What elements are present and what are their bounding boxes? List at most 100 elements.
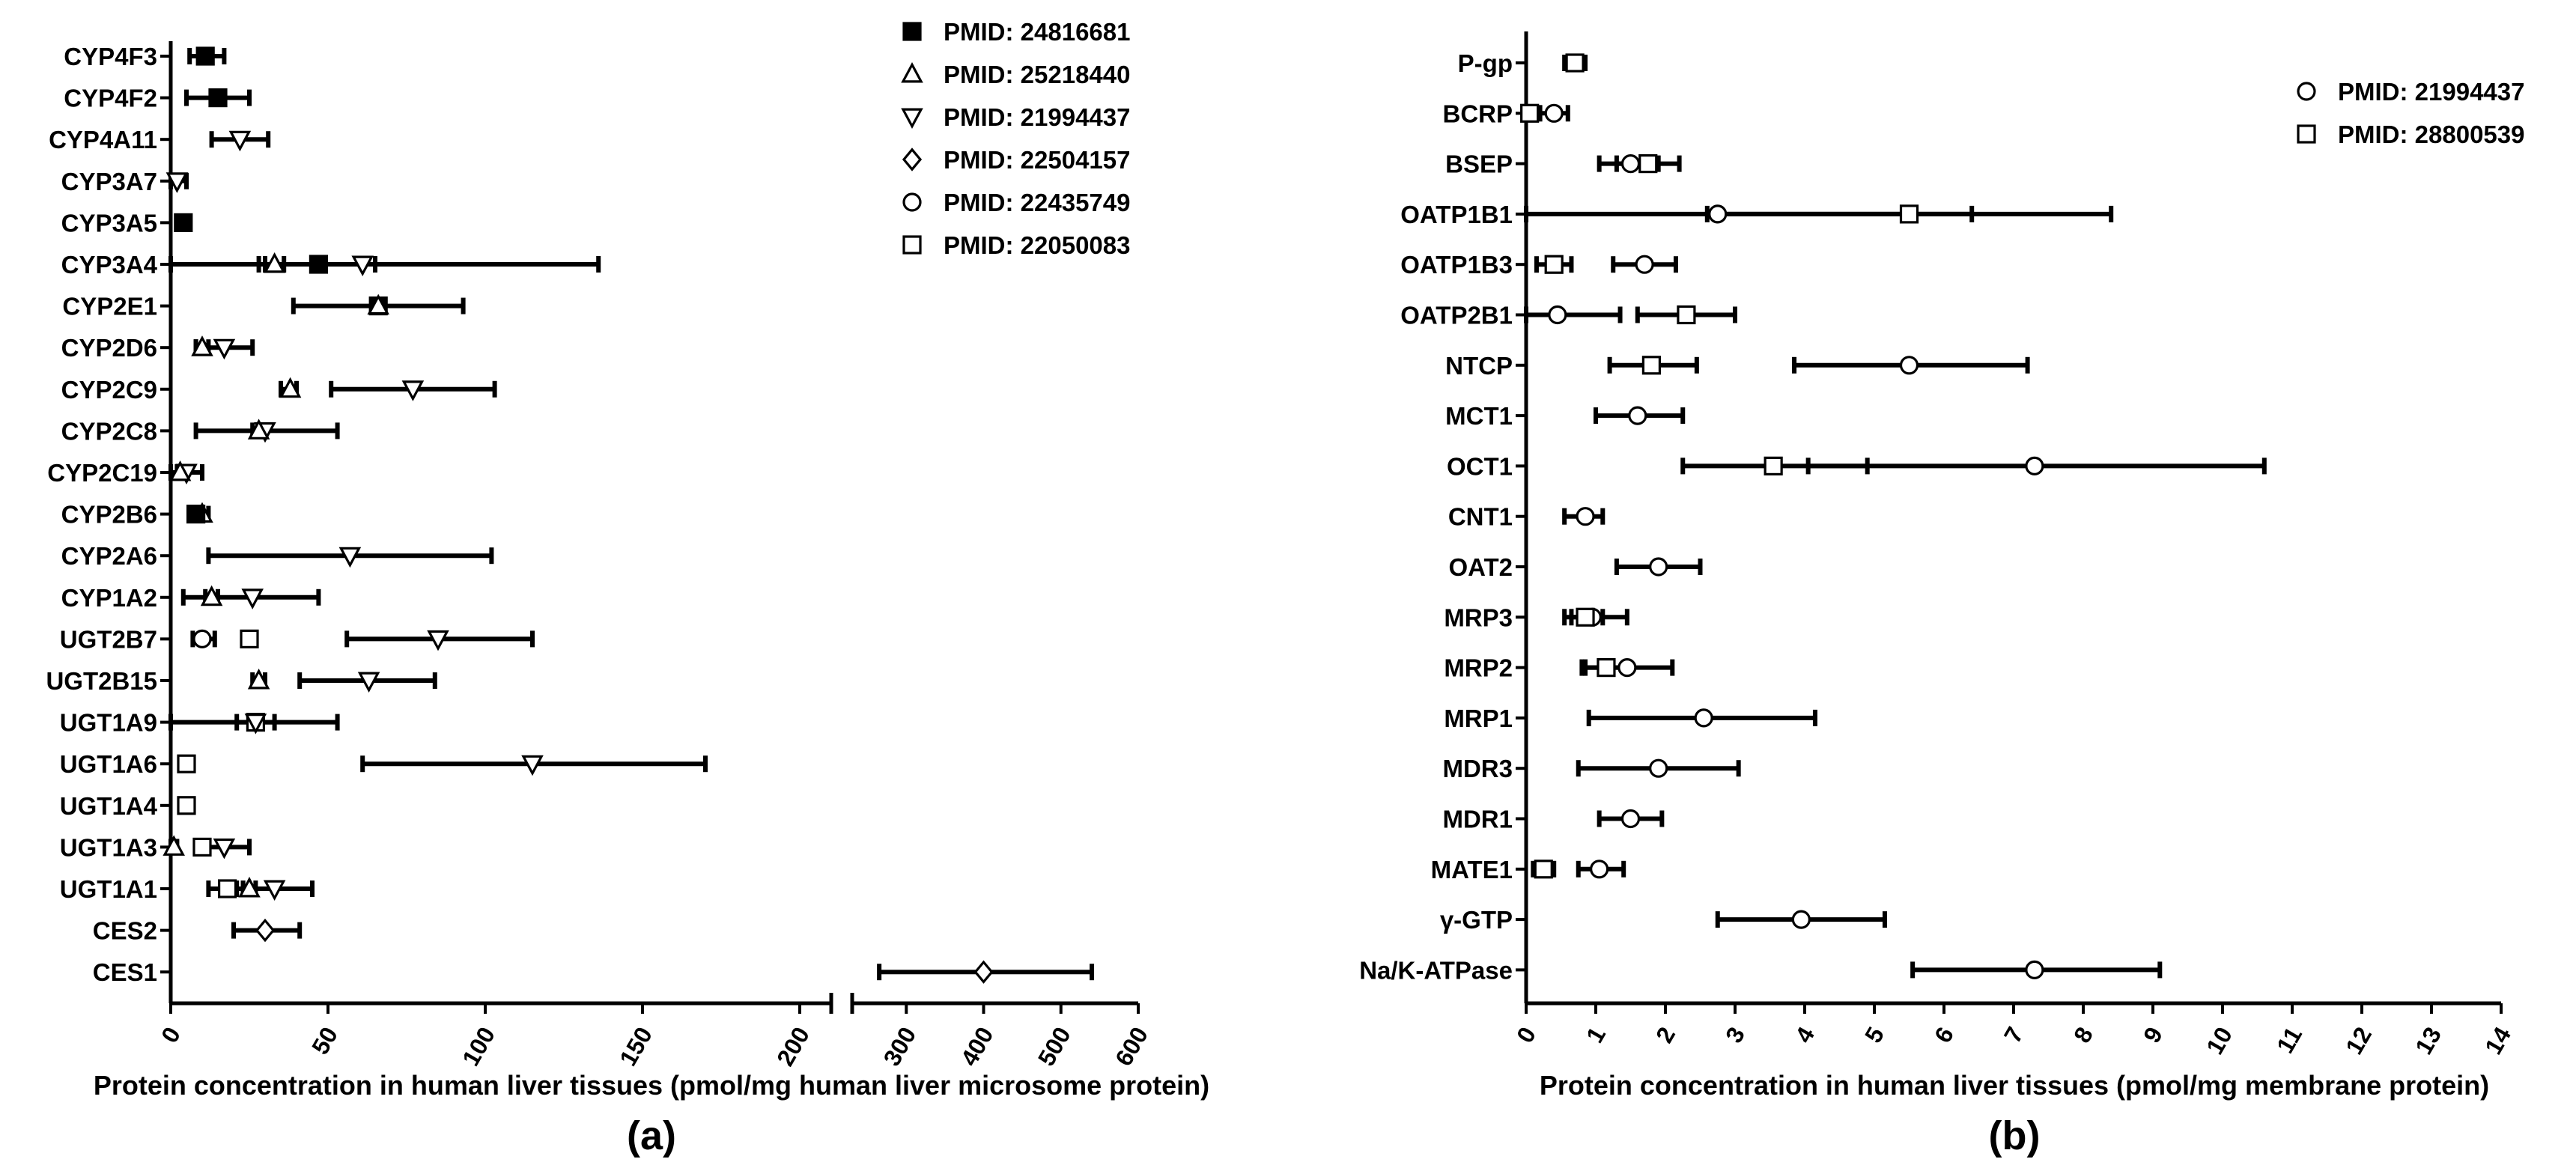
legend-label-s28800539: PMID: 28800539	[2338, 121, 2524, 148]
x-tick-label-150: 150	[614, 1023, 657, 1071]
data-point-ugt1a4-s22050083	[177, 796, 196, 815]
x-tick-label-9: 9	[2138, 1023, 2168, 1047]
category-label-oatp1b1: OATP1B1	[1400, 201, 1513, 228]
data-point-cyp3a4-s24816681	[309, 255, 328, 274]
category-label-cyp2c9: CYP2C9	[61, 376, 157, 404]
x-tick-label-11: 11	[2271, 1023, 2307, 1058]
data-point-cyp2d6-s21994437	[213, 338, 236, 360]
x-tick-label-1: 1	[1581, 1023, 1611, 1047]
data-point-ugt1a3-s22050083	[192, 837, 212, 857]
data-point-ugt2b7-s22050083	[240, 629, 259, 649]
panel-a-label: (a)	[627, 1113, 676, 1158]
data-point-bsep-s28800539	[1638, 154, 1658, 174]
data-point-mate1-s21994437	[1590, 860, 1609, 879]
data-point-cyp2c8-s25218440	[247, 419, 270, 439]
data-point-bsep-s21994437	[1620, 154, 1641, 174]
data-point-cyp3a5-s24816681	[174, 213, 193, 232]
category-label-cyp1a2: CYP1A2	[61, 584, 157, 612]
data-point-oatp1b1-s21994437	[1708, 204, 1728, 224]
data-point-cyp1a2-s25218440	[200, 585, 223, 606]
error-bar-oatp2b1-s21994437	[1524, 306, 1623, 323]
category-label-ugt2b7: UGT2B7	[60, 625, 157, 653]
x-tick-label-12: 12	[2340, 1023, 2377, 1059]
legend-marker-s21994437	[2297, 82, 2316, 101]
x-tick-label-7: 7	[1999, 1023, 2029, 1047]
data-point-ugt1a9-s21994437	[244, 714, 267, 734]
data-point-cyp2c9-s25218440	[279, 377, 302, 398]
category-label-cyp2c8: CYP2C8	[61, 417, 157, 445]
legend-label-s24816681: PMID: 24816681	[944, 18, 1130, 46]
category-label-mate1: MATE1	[1431, 856, 1513, 883]
legend-label-s22050083: PMID: 22050083	[944, 231, 1130, 259]
category-label-na-k-atpase: Na/K-ATPase	[1359, 956, 1513, 984]
data-point-cyp3a4-s25218440	[263, 252, 286, 273]
x-tick-label-300: 300	[878, 1023, 921, 1071]
x-tick-label-500: 500	[1033, 1023, 1076, 1071]
x-tick-label-4: 4	[1790, 1022, 1820, 1047]
data-point-bcrp-s21994437	[1544, 103, 1564, 123]
x-tick-label-400: 400	[956, 1023, 999, 1071]
category-label-ntcp: NTCP	[1445, 352, 1513, 380]
category-label-mrp1: MRP1	[1444, 705, 1513, 732]
category-label-cyp2c19: CYP2C19	[47, 459, 157, 487]
category-label-bsep: BSEP	[1445, 150, 1513, 178]
x-tick-label-10: 10	[2201, 1023, 2238, 1059]
data-point-cyp4a11-s21994437	[228, 130, 252, 152]
data-point-ugt1a1-s22050083	[218, 879, 237, 898]
data-point-mdr1-s21994437	[1620, 809, 1641, 829]
data-point-oct1-s21994437	[2025, 456, 2044, 476]
data-point-cyp4f2-s24816681	[208, 88, 228, 108]
data-point-mrp2-s28800539	[1597, 657, 1616, 678]
data-point-ugt1a1-s25218440	[238, 876, 261, 898]
data-point-cnt1-s21994437	[1576, 507, 1595, 526]
category-label-mct1: MCT1	[1445, 402, 1513, 430]
data-point-oatp2b1-s21994437	[1548, 305, 1567, 325]
category-label-cyp2e1: CYP2E1	[62, 293, 157, 320]
legend-label-s21994437: PMID: 21994437	[2338, 78, 2524, 106]
data-point-ntcp-s21994437	[1899, 356, 1919, 375]
category-label-ugt1a6: UGT1A6	[60, 750, 157, 778]
panel-b-chart: P-gp BCRP BSEP OATP1B1 OATP1B3 OATP2B1 NTCP MCT…	[1359, 31, 2524, 1059]
error-bar-cyp3a4-s21994437	[168, 256, 601, 273]
data-point-oatp1b3-s28800539	[1544, 255, 1564, 274]
data-point-cyp2e1-s25218440	[367, 293, 389, 315]
x-tick-label-100: 100	[457, 1023, 500, 1071]
category-label-gtp: γ-GTP	[1440, 906, 1513, 934]
category-label-ugt2b15: UGT2B15	[46, 667, 157, 695]
category-label-cnt1: CNT1	[1448, 503, 1513, 531]
data-point-na-k-atpase-s21994437	[2025, 960, 2044, 980]
data-point-cyp2c9-s21994437	[401, 380, 425, 401]
data-point-ugt2b15-s25218440	[247, 668, 270, 690]
data-point-mrp1-s21994437	[1694, 708, 1713, 728]
legend-label-s22435749: PMID: 22435749	[944, 189, 1130, 216]
x-tick-label-3: 3	[1720, 1023, 1750, 1047]
data-point-ugt2b7-s22435749	[192, 629, 212, 649]
category-label-mdr3: MDR3	[1442, 755, 1513, 782]
category-label-ces2: CES2	[93, 917, 157, 945]
category-label-ces1: CES1	[93, 958, 157, 986]
x-tick-label-200: 200	[771, 1023, 815, 1071]
legend-marker-s22504157	[902, 147, 923, 171]
category-label-mdr1: MDR1	[1442, 806, 1513, 833]
category-label-cyp3a4: CYP3A4	[61, 251, 158, 279]
legend-marker-s24816681	[902, 22, 922, 41]
category-label-cyp2b6: CYP2B6	[61, 501, 157, 529]
data-point-ugt1a6-s22050083	[177, 754, 196, 773]
data-point-mate1-s28800539	[1534, 860, 1553, 879]
category-label-cyp4f2: CYP4F2	[64, 85, 157, 112]
x-tick-label-14: 14	[2479, 1022, 2516, 1059]
category-label-ugt1a9: UGT1A9	[60, 709, 157, 737]
data-point-ces1-s22504157	[973, 960, 994, 984]
category-label-mrp3: MRP3	[1444, 603, 1513, 631]
data-point-mdr3-s21994437	[1649, 758, 1668, 778]
legend-marker-s22050083	[902, 235, 922, 255]
legend-marker-s21994437	[901, 108, 923, 130]
data-point-cyp3a4-s21994437	[351, 255, 374, 277]
data-point-oct1-s28800539	[1764, 456, 1783, 476]
category-label-cyp4a11: CYP4A11	[49, 126, 157, 153]
panel-b-label: (b)	[1989, 1113, 2041, 1158]
data-point-cyp4f3-s24816681	[195, 46, 215, 66]
category-label-oct1: OCT1	[1447, 452, 1513, 480]
data-point-mct1-s21994437	[1628, 406, 1647, 425]
data-point-ugt2b15-s21994437	[357, 672, 380, 693]
